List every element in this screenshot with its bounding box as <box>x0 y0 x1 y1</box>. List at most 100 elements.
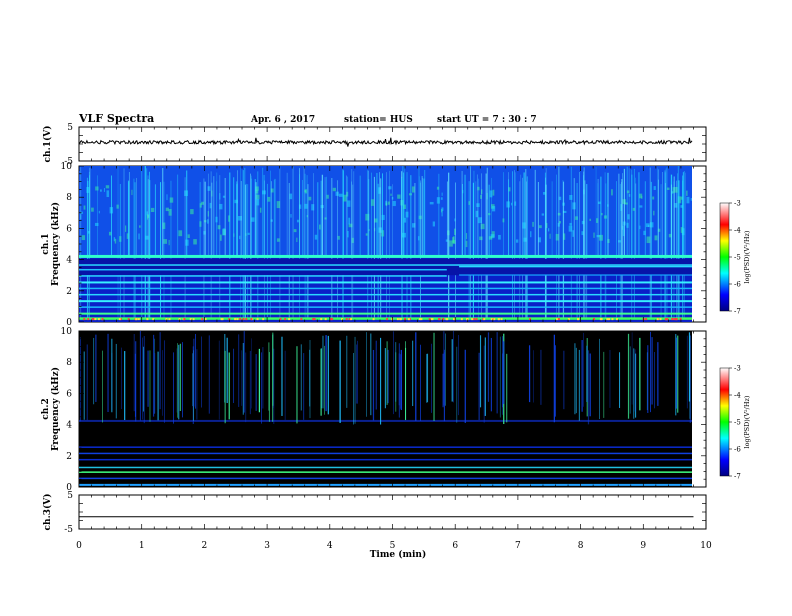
spec1-low-speck <box>165 318 168 321</box>
spec1-haze-speck <box>116 204 119 209</box>
spec1-haze-speck <box>645 223 650 228</box>
spec1-low-speck <box>600 318 603 321</box>
y-tick-label: 5 <box>67 123 73 133</box>
spec1-haze-speck <box>596 234 601 238</box>
spec1-haze-speck <box>276 201 281 209</box>
spec1-low-speck <box>428 318 431 321</box>
spec1-haze-speck <box>365 213 370 221</box>
start-time-label: start UT = 7 : 30 : 7 <box>437 115 537 125</box>
spec1-haze-speck <box>654 235 658 241</box>
spec1-haze-speck <box>593 232 595 238</box>
spec1-low-speck <box>664 318 667 321</box>
spec1-low-speck <box>399 318 402 321</box>
spec1-haze-speck <box>314 234 318 240</box>
spec1-haze-speck <box>267 196 271 202</box>
spec1-haze-speck <box>108 231 112 236</box>
spec1-haze-speck <box>488 236 493 240</box>
spec1-haze-speck <box>95 186 99 191</box>
spec1-haze-speck <box>276 238 280 242</box>
spec1-low-speck <box>386 318 389 321</box>
spec2-band <box>79 452 692 455</box>
spec1-low-speck <box>490 318 493 321</box>
spec1-haze-speck <box>199 221 202 227</box>
ch3-waveform-ylabel: ch.3(V) <box>42 494 53 531</box>
ch1-spectrogram-image <box>79 166 692 322</box>
spec1-haze-speck <box>147 214 150 218</box>
y-tick-label: 8 <box>66 193 72 203</box>
spec1-haze-speck <box>348 223 353 228</box>
spec1-haze-speck <box>348 217 351 225</box>
spec1-low-speck <box>473 318 476 321</box>
spec1-low-speck <box>313 318 316 321</box>
spec1-haze-speck <box>381 214 385 221</box>
x-tick-label: 0 <box>76 541 82 551</box>
spec1-haze-speck <box>119 236 122 242</box>
spec1-haze-speck <box>169 197 174 203</box>
spec1-band <box>79 293 692 296</box>
station-label: station= HUS <box>344 115 413 125</box>
spec1-low-speck <box>438 318 441 321</box>
spec1-low-speck <box>675 318 678 321</box>
spec1-haze-speck <box>392 200 396 207</box>
spec1-low-speck <box>324 318 327 321</box>
spec1-haze-speck <box>680 205 683 208</box>
spec1-haze-speck <box>546 223 548 229</box>
spec1-haze-speck <box>581 220 585 225</box>
spec1-low-speck <box>127 318 130 321</box>
spec1-haze-speck <box>411 223 416 228</box>
spec1-haze-speck <box>374 218 378 223</box>
spec1-haze-speck <box>489 190 493 198</box>
spec1-low-speck <box>228 318 231 321</box>
spec1-haze-speck <box>199 203 202 208</box>
spec2-band <box>79 483 692 486</box>
spec1-haze-speck <box>647 224 650 228</box>
spec1-band <box>79 268 447 271</box>
spec1-low-speck <box>284 318 287 321</box>
spec1-low-speck <box>178 318 181 321</box>
spec1-low-speck <box>592 318 595 321</box>
spec1-haze-speck <box>304 203 308 209</box>
spec1-haze-speck <box>168 209 172 216</box>
spec1-low-speck <box>91 318 94 321</box>
spec1-low-speck <box>137 318 140 321</box>
spec1-band <box>459 265 692 268</box>
spec1-low-speck <box>493 318 496 321</box>
spec1-haze-speck <box>674 203 678 208</box>
spec1-low-speck <box>445 318 448 321</box>
spec1-dark-band <box>79 258 692 276</box>
spec1-haze-speck <box>441 207 444 211</box>
spec1-low-speck <box>431 318 434 321</box>
spec1-haze-speck <box>238 215 242 221</box>
spec1-haze-speck <box>657 228 661 232</box>
spec1-haze-speck <box>296 237 298 243</box>
spec1-band <box>79 287 692 290</box>
spec1-low-speck <box>234 318 237 321</box>
spec1-haze-speck <box>387 201 390 205</box>
spec1-haze-speck <box>515 239 519 243</box>
spec1-haze-speck <box>532 221 534 227</box>
spec1-haze-speck <box>668 233 672 238</box>
y-tick-label: 2 <box>66 287 72 297</box>
spec1-low-speck <box>497 318 500 321</box>
spec1-haze-speck <box>342 194 347 202</box>
spec1-haze-speck <box>234 199 238 204</box>
spec1-haze-speck <box>603 215 607 219</box>
spec1-low-speck <box>183 318 186 321</box>
spec1-haze-speck <box>492 206 496 212</box>
ch1-waveform-line <box>78 137 693 147</box>
spec1-haze-speck <box>549 233 551 239</box>
spec1-haze-speck <box>203 231 206 235</box>
spec1-haze-speck <box>94 222 99 227</box>
spec1-haze-speck <box>201 201 205 205</box>
spec1-low-speck <box>483 318 486 321</box>
spec1-low-speck <box>320 318 323 321</box>
spec1-haze-speck <box>403 217 407 223</box>
spec1-low-speck <box>466 318 469 321</box>
spec1-haze-speck <box>255 189 259 194</box>
spec1-band <box>79 275 447 277</box>
spec1-haze-speck <box>441 209 443 217</box>
spec1-haze-speck <box>405 211 409 218</box>
spec1-haze-speck <box>436 186 440 190</box>
spec1-haze-speck <box>178 230 183 237</box>
